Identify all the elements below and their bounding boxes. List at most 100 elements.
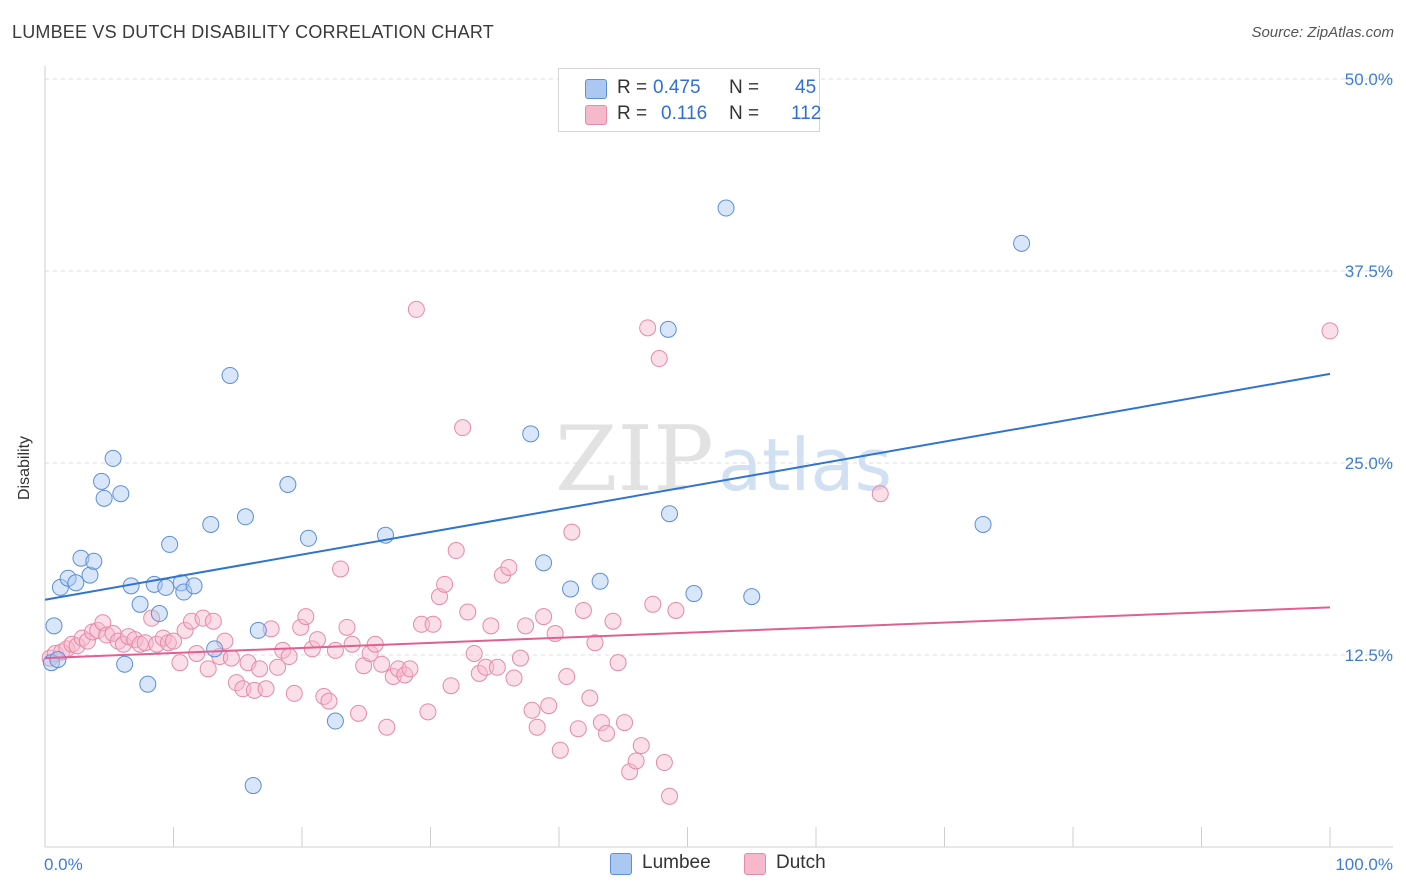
dutch-point xyxy=(667,601,685,619)
dutch-point xyxy=(109,632,127,650)
dutch-point xyxy=(517,617,535,635)
lumbee-point xyxy=(81,566,99,584)
r-value: 0.116 xyxy=(661,103,708,124)
lumbee-point xyxy=(49,651,67,669)
lumbee-point xyxy=(131,595,149,613)
lumbee-swatch xyxy=(585,79,607,99)
lumbee-point xyxy=(161,535,179,553)
lumbee-point xyxy=(185,577,203,595)
dutch-point xyxy=(540,697,558,715)
lumbee-point xyxy=(202,515,220,533)
dutch-point xyxy=(257,680,275,698)
lumbee-point xyxy=(299,529,317,547)
dutch-point xyxy=(332,560,350,578)
dutch-swatch xyxy=(744,853,766,875)
dutch-point xyxy=(292,618,310,636)
n-value: 45 xyxy=(795,77,817,98)
dutch-point xyxy=(165,632,182,650)
dutch-point xyxy=(401,660,419,678)
lumbee-point xyxy=(659,320,677,338)
dutch-point xyxy=(373,655,391,673)
lumbee-point xyxy=(562,580,580,598)
y-tick-label: 50.0% xyxy=(1345,70,1393,89)
dutch-point xyxy=(616,714,634,732)
dutch-point xyxy=(528,718,546,736)
dutch-point xyxy=(407,300,425,318)
dutch-point xyxy=(632,737,650,755)
lumbee-point xyxy=(150,605,168,623)
lumbee-point xyxy=(279,476,297,494)
dutch-point xyxy=(308,631,326,649)
dutch-point xyxy=(447,542,465,560)
lumbee-point xyxy=(95,489,113,507)
dutch-point xyxy=(661,787,679,805)
dutch-point xyxy=(655,754,673,772)
dutch-point xyxy=(73,629,91,647)
dutch-point xyxy=(199,660,217,678)
dutch-point xyxy=(274,641,292,659)
n-label: N = xyxy=(729,77,760,98)
y-tick-label: 37.5% xyxy=(1345,262,1393,281)
lumbee-point xyxy=(72,549,90,567)
lumbee-swatch xyxy=(610,853,632,875)
dutch-point xyxy=(598,724,616,742)
dutch-point xyxy=(424,615,442,633)
dutch-point xyxy=(126,631,144,649)
dutch-point xyxy=(535,608,553,626)
dutch-point xyxy=(511,649,529,667)
correlation-legend: R = 0.475 N = 45 R = 0.116 N = 112 xyxy=(558,68,822,132)
dutch-point xyxy=(389,660,407,678)
dutch-point xyxy=(639,319,657,337)
dutch-point xyxy=(644,595,662,613)
n-value: 112 xyxy=(791,103,822,124)
dutch-point xyxy=(621,763,639,781)
x-tick-label: 0.0% xyxy=(44,855,83,874)
lumbee-point xyxy=(244,777,262,795)
dutch-point xyxy=(315,687,333,705)
lumbee-point xyxy=(67,574,85,592)
lumbee-trend-line xyxy=(44,372,1331,601)
dutch-point xyxy=(413,615,431,633)
lumbee-point xyxy=(326,712,344,730)
watermark-atlas: atlas xyxy=(718,423,892,507)
dutch-point xyxy=(1321,322,1339,340)
source-label: Source: ZipAtlas.com xyxy=(1251,24,1394,41)
lumbee-point xyxy=(85,552,103,570)
lumbee-point xyxy=(685,585,703,603)
dutch-point xyxy=(609,654,627,672)
lumbee-point xyxy=(175,583,193,601)
lumbee-point xyxy=(249,621,267,639)
dutch-point xyxy=(227,674,245,692)
dutch-point xyxy=(558,668,576,686)
lumbee-point xyxy=(112,485,130,503)
dutch-point xyxy=(488,658,506,676)
n-label: N = xyxy=(729,103,760,124)
dutch-point xyxy=(338,618,356,636)
dutch-point xyxy=(343,635,361,653)
lumbee-point xyxy=(116,655,134,673)
dutch-point xyxy=(194,609,212,627)
dutch-point xyxy=(477,658,495,676)
legend-label: Dutch xyxy=(776,852,826,873)
dutch-point xyxy=(551,741,569,759)
dutch-point xyxy=(297,608,315,626)
y-tick-label: 25.0% xyxy=(1345,454,1393,473)
dutch-trend-line xyxy=(44,606,1331,660)
dutch-point xyxy=(482,617,500,635)
y-tick-label: 12.5% xyxy=(1345,646,1393,665)
lumbee-point xyxy=(661,505,679,523)
dutch-point xyxy=(500,558,518,576)
lumbee-point xyxy=(104,449,122,467)
dutch-point xyxy=(454,419,472,437)
r-label: R = xyxy=(617,103,648,124)
lumbee-point xyxy=(974,515,992,533)
dutch-point xyxy=(465,644,483,662)
dutch-point xyxy=(592,714,610,732)
r-value: 0.475 xyxy=(653,77,701,98)
watermark-zip: ZIP xyxy=(555,407,714,512)
dutch-point xyxy=(176,621,194,639)
lumbee-point xyxy=(236,508,254,526)
dutch-point xyxy=(222,649,240,667)
dutch-point xyxy=(436,575,454,593)
